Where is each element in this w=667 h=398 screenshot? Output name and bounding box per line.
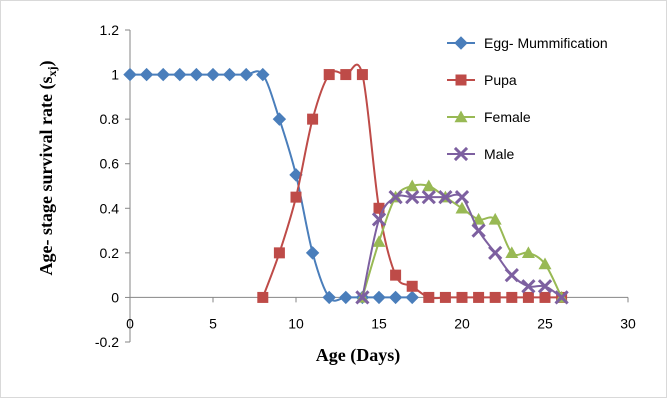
data-point xyxy=(322,290,336,305)
data-point xyxy=(388,290,403,305)
data-point xyxy=(239,67,253,82)
x-tick-label: 10 xyxy=(288,315,304,331)
x-tick-label: 5 xyxy=(209,315,217,331)
data-point xyxy=(456,291,468,303)
legend-marker xyxy=(454,110,468,123)
data-point xyxy=(257,291,269,303)
data-point xyxy=(538,257,552,270)
data-point xyxy=(388,190,403,205)
data-point xyxy=(272,112,287,126)
legend-label: Pupa xyxy=(484,72,517,88)
legend-item: Male xyxy=(447,146,515,162)
data-point xyxy=(522,291,534,303)
legend-marker xyxy=(455,74,467,86)
y-tick-label: 1 xyxy=(111,67,119,83)
data-point xyxy=(339,290,353,305)
data-point xyxy=(372,235,386,247)
data-point xyxy=(554,290,569,305)
data-point xyxy=(405,179,419,192)
data-point xyxy=(405,290,419,305)
data-point xyxy=(355,290,370,305)
y-axis-title-close: ) xyxy=(36,61,57,67)
data-point xyxy=(454,190,470,205)
y-axis-title-subscript: xj xyxy=(45,67,59,77)
data-point xyxy=(123,67,137,82)
x-axis-title: Age (Days) xyxy=(316,345,400,366)
data-point xyxy=(504,268,519,283)
legend-label: Male xyxy=(484,146,515,162)
data-point xyxy=(488,212,502,225)
x-tick-label: 25 xyxy=(537,315,553,331)
y-tick-label: 0.6 xyxy=(100,156,120,172)
data-point xyxy=(489,291,501,303)
data-point xyxy=(307,113,319,125)
data-point xyxy=(222,67,237,82)
data-point xyxy=(506,291,518,303)
data-point xyxy=(473,291,485,303)
data-point xyxy=(323,69,335,81)
data-point xyxy=(390,269,402,281)
data-point xyxy=(438,190,453,205)
x-tick-label: 30 xyxy=(620,315,636,331)
data-point xyxy=(290,191,302,203)
data-point xyxy=(423,291,435,303)
data-point xyxy=(372,290,386,305)
data-point xyxy=(273,247,285,259)
legend-label: Egg- Mummification xyxy=(484,35,608,51)
legend-marker xyxy=(454,36,468,50)
data-point xyxy=(371,212,387,227)
data-point xyxy=(289,168,303,182)
data-point xyxy=(488,245,503,260)
legend-item: Female xyxy=(447,109,531,125)
y-tick-label: -0.2 xyxy=(95,334,119,350)
data-point xyxy=(472,212,486,225)
series-0 xyxy=(123,67,419,305)
data-point xyxy=(189,67,204,82)
data-point xyxy=(373,202,385,214)
data-point xyxy=(439,291,451,303)
data-point xyxy=(340,69,352,81)
data-point xyxy=(156,67,170,82)
series-3 xyxy=(355,190,569,305)
legend-item: Pupa xyxy=(447,72,517,88)
data-point xyxy=(455,201,469,214)
legend-label: Female xyxy=(484,109,531,125)
data-point xyxy=(405,190,420,205)
y-tick-label: 0.8 xyxy=(100,111,120,127)
y-tick-label: 0 xyxy=(111,289,119,305)
data-point xyxy=(471,223,486,238)
x-tick-label: 20 xyxy=(454,315,470,331)
legend-item: Egg- Mummification xyxy=(447,35,608,51)
data-point xyxy=(305,246,320,260)
legend-marker xyxy=(453,146,469,162)
y-tick-label: 0.4 xyxy=(100,200,120,216)
data-point xyxy=(173,67,187,82)
data-point xyxy=(406,280,418,292)
data-point xyxy=(537,279,553,294)
y-tick-label: 1.2 xyxy=(100,22,120,38)
data-point xyxy=(139,67,154,82)
data-point xyxy=(206,67,220,82)
data-point xyxy=(539,291,551,303)
axes: -0.2 0 0.2 0.4 0.6 0.8 1 1.2 0 5 10 15 20 25 30 xyxy=(95,22,636,350)
y-axis-title: Age- stage survival rate (sxj) xyxy=(36,61,59,276)
data-point xyxy=(521,246,535,259)
data-point xyxy=(421,190,436,205)
x-tick-label: 15 xyxy=(371,315,387,331)
data-point xyxy=(422,179,436,192)
data-point xyxy=(521,279,536,294)
data-point xyxy=(256,67,270,82)
y-tick-label: 0.2 xyxy=(100,245,120,261)
legend: Egg- Mummification Pupa Female Male xyxy=(447,35,608,162)
x-tick-label: 0 xyxy=(126,315,134,331)
y-axis-title-main: Age- stage survival rate (s xyxy=(36,77,57,276)
series-line xyxy=(130,70,413,302)
plot-area xyxy=(123,63,569,305)
data-point xyxy=(356,69,368,81)
data-point xyxy=(505,246,519,259)
